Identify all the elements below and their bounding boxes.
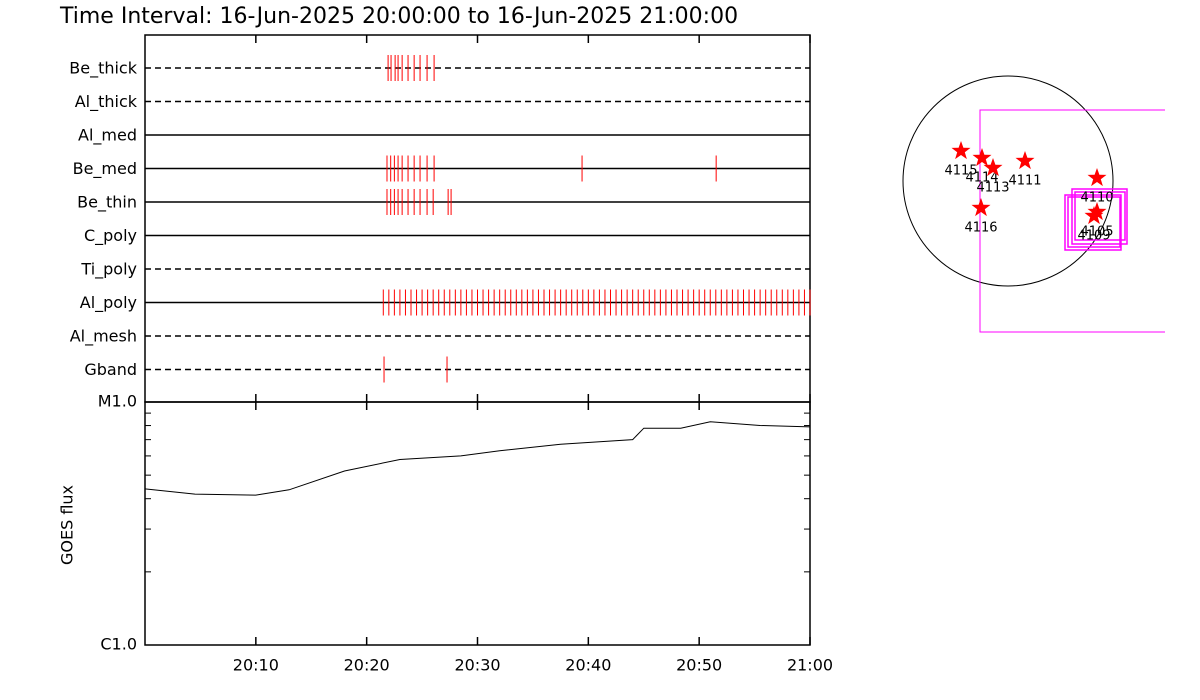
timeline-frame [144,34,811,403]
y-axis-label: GOES flux [58,485,77,565]
region-label: 4114 [965,171,998,186]
row-label: Gband [84,360,137,379]
region-label: 4115 [944,164,977,179]
solar-disk [902,75,1114,287]
region-star [951,141,971,160]
region-label: 4111 [1008,174,1041,189]
region-star [971,198,991,217]
region-label: 4116 [964,221,997,236]
x-tick-label: 21:00 [787,656,833,675]
region-star [1087,168,1107,187]
x-tick-label: 20:30 [454,656,500,675]
region-star [1015,151,1035,170]
region-star [1087,202,1107,221]
region-star [983,158,1003,177]
row-label: Al_poly [80,293,137,313]
region-label: 4113 [976,181,1009,196]
row-label: Al_med [78,126,137,146]
row-label: C_poly [84,226,137,246]
fov-box [1067,196,1121,248]
row-label: Al_thick [75,92,138,112]
region-star [972,148,992,167]
row-label: Al_mesh [70,327,137,347]
region-star [1084,206,1104,225]
chart-title: Time Interval: 16-Jun-2025 20:00:00 to 1… [59,4,738,29]
region-label: 4110 [1080,191,1113,206]
y-tick-label: C1.0 [100,635,137,654]
fov-box [1064,194,1122,251]
row-label: Be_thin [77,193,137,213]
fov-box [979,109,1165,333]
row-label: Be_med [73,159,137,179]
y-tick-label: M1.0 [98,392,137,411]
x-tick-label: 20:10 [233,656,279,675]
goes-frame [144,401,811,646]
row-label: Ti_poly [80,260,137,280]
x-tick-label: 20:40 [565,656,611,675]
x-tick-label: 20:50 [676,656,722,675]
x-tick-label: 20:20 [344,656,390,675]
fov-box [1071,188,1128,245]
region-label: 4109 [1077,229,1110,244]
fov-box [1074,191,1126,241]
row-label: Be_thick [69,59,137,79]
goes-line [144,421,811,496]
region-label: 4105 [1080,225,1113,240]
